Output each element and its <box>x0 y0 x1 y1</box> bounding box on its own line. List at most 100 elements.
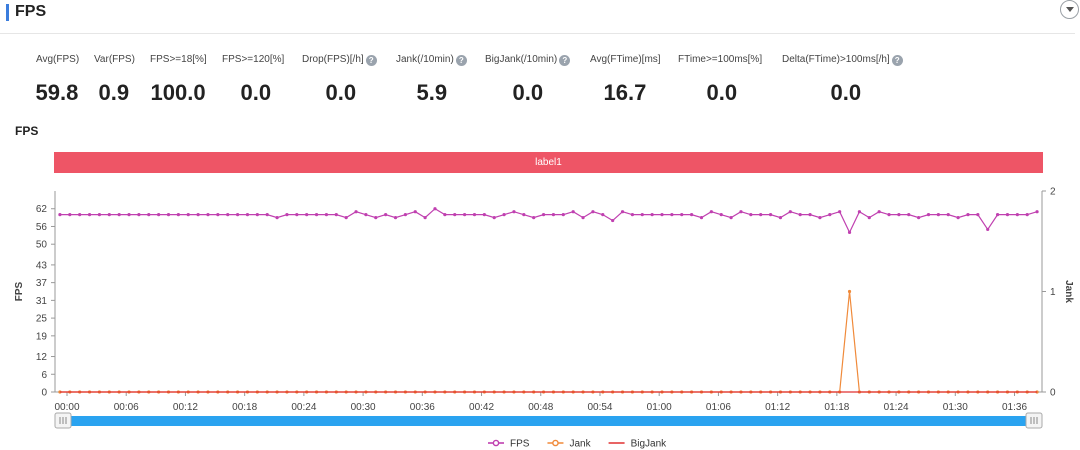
x-tick-label: 01:36 <box>1002 402 1027 413</box>
metric-label-text: Drop(FPS)[/h] <box>302 54 364 65</box>
x-tick-label: 00:00 <box>54 402 79 413</box>
data-point-fps <box>413 210 417 214</box>
x-tick-label: 01:12 <box>765 402 790 413</box>
data-point-fps <box>591 210 595 214</box>
data-point-fps <box>87 213 92 217</box>
data-point-fps <box>768 213 773 217</box>
data-point-fps <box>97 213 102 217</box>
data-point-fps <box>482 213 486 217</box>
legend-marker-jank[interactable] <box>552 439 559 447</box>
data-point-fps <box>68 213 72 217</box>
data-point-fps <box>245 213 250 217</box>
data-point-fps <box>532 216 536 220</box>
data-point-fps <box>117 213 121 217</box>
data-point-fps <box>423 216 427 220</box>
metric-label-text: Var(FPS) <box>94 54 135 65</box>
data-point-fps <box>265 213 269 217</box>
data-point-fps <box>670 213 674 217</box>
metric-label: Avg(FPS) <box>36 54 79 65</box>
data-point-fps <box>936 213 940 217</box>
data-point-fps <box>275 216 279 220</box>
header-divider <box>0 33 1075 34</box>
y-tick-label: 25 <box>36 314 48 325</box>
help-icon[interactable]: ? <box>891 55 903 66</box>
metric-value: 0.0 <box>706 80 738 105</box>
data-point-fps <box>324 213 329 217</box>
legend-label-fps: FPS <box>510 439 530 450</box>
data-point-fps <box>650 213 654 217</box>
data-point-fps <box>729 216 733 220</box>
data-point-fps <box>1005 213 1010 217</box>
metric-label-text: Avg(FPS) <box>36 54 80 65</box>
data-point-fps <box>235 213 240 217</box>
data-point-fps <box>285 213 289 217</box>
data-point-fps <box>660 213 664 217</box>
metric-label: Drop(FPS)[/h]? <box>302 54 377 66</box>
metric-label: Var(FPS) <box>94 54 135 65</box>
metric-label-text: BigJank(/10min) <box>485 54 558 65</box>
data-point-fps <box>877 210 881 214</box>
data-point-fps <box>403 213 407 217</box>
y-tick-label: 31 <box>36 296 48 307</box>
data-point-fps <box>601 213 605 217</box>
data-point-fps <box>255 213 259 217</box>
x-tick-label: 00:42 <box>469 402 494 413</box>
data-point-fps <box>976 213 980 217</box>
help-icon[interactable]: ? <box>455 55 467 66</box>
metric-value: 16.7 <box>603 80 647 105</box>
legend-marker-fps[interactable] <box>492 439 500 447</box>
data-point-fps <box>463 213 467 217</box>
y2-tick-label: 0 <box>1050 388 1056 399</box>
data-point-fps <box>561 213 565 217</box>
data-point-fps <box>630 213 634 217</box>
metric-label: FPS>=120[%] <box>222 54 284 65</box>
data-point-fps <box>907 213 911 217</box>
metric-value: 5.9 <box>416 80 448 105</box>
data-point-fps <box>78 213 82 217</box>
data-point-fps <box>512 210 516 214</box>
y2-tick-label: 2 <box>1050 187 1056 198</box>
data-point-fps <box>196 213 200 217</box>
collapse-button[interactable] <box>1060 0 1079 19</box>
data-point-fps <box>551 213 556 217</box>
help-icon[interactable]: ? <box>559 55 571 66</box>
y-tick-label: 50 <box>36 240 48 251</box>
metric-label-text: FTime>=100ms[%] <box>678 54 763 65</box>
data-point-jank <box>847 289 852 294</box>
data-point-fps <box>522 213 526 217</box>
metric-label: FPS>=18[%] <box>150 54 207 65</box>
data-point-fps <box>956 216 960 220</box>
header-accent-bar <box>6 4 9 21</box>
data-point-fps <box>206 213 210 217</box>
data-point-fps <box>186 213 190 217</box>
data-point-fps <box>620 210 625 214</box>
data-point-fps <box>166 213 171 217</box>
data-point-fps <box>157 213 161 217</box>
data-point-fps <box>384 213 388 217</box>
x-tick-label: 00:36 <box>410 402 435 413</box>
y-tick-label: 62 <box>36 204 48 215</box>
metric-label-text: Avg(FTime)[ms] <box>590 54 661 65</box>
x-tick-label: 01:24 <box>884 402 909 413</box>
data-point-fps <box>917 216 921 220</box>
metric-value: 0.0 <box>240 80 272 105</box>
label-band[interactable]: label1 <box>54 152 1043 173</box>
data-point-fps <box>1025 213 1029 217</box>
data-point-fps <box>374 216 378 220</box>
data-point-fps <box>719 213 723 217</box>
data-point-fps <box>1015 213 1019 217</box>
data-point-fps <box>739 210 743 214</box>
x-tick-label: 00:48 <box>528 402 553 413</box>
chevron-down-icon <box>1066 7 1074 12</box>
x-tick-label: 01:18 <box>824 402 849 413</box>
y2-axis-title: Jank <box>1063 280 1074 303</box>
metric-label-text: FPS>=120[%] <box>222 54 285 65</box>
data-point-fps <box>887 213 891 217</box>
data-point-fps <box>699 216 704 220</box>
data-point-fps <box>690 213 694 217</box>
help-icon[interactable]: ? <box>365 55 377 66</box>
data-point-fps <box>443 213 447 217</box>
metric-value: 0.9 <box>98 80 130 105</box>
zoom-slider-track[interactable] <box>59 416 1030 426</box>
